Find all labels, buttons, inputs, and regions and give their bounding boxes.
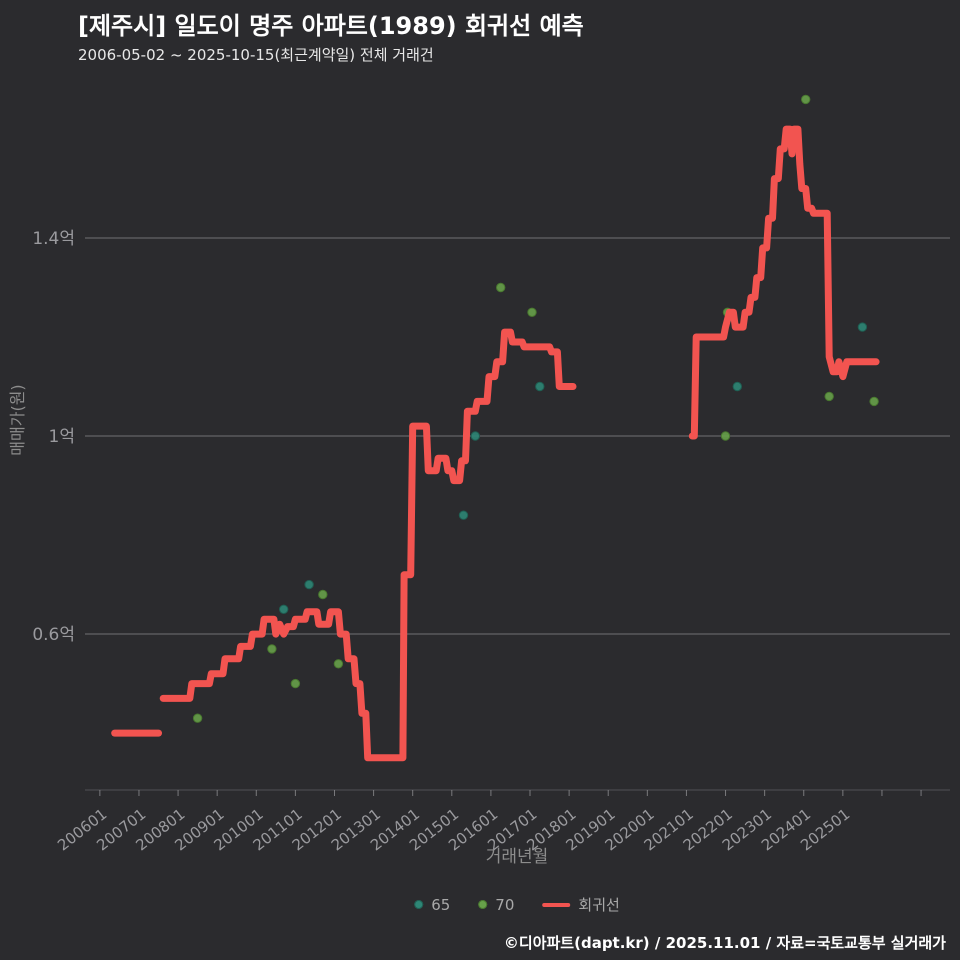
legend-item-regression: 회귀선 <box>542 894 620 915</box>
y-axis-label: 매매가(원) <box>8 384 27 456</box>
scatter-point-70 <box>720 431 731 441</box>
price-regression-chart: 0.6억1억1.4억200601200701200801200901201001… <box>32 94 950 854</box>
legend: 65 70 회귀선 <box>414 894 620 915</box>
scatter-point-70 <box>527 307 537 317</box>
scatter-point-65 <box>470 431 480 441</box>
regression-line <box>159 328 577 762</box>
footer-credit: ©디아파트(dapt.kr) / 2025.11.01 / 자료=국토교통부 실… <box>503 934 946 952</box>
y-tick-label: 1.4억 <box>32 229 75 249</box>
scatter-point-65 <box>458 510 469 520</box>
scatter-point-65 <box>304 579 314 590</box>
scatter-point-65 <box>279 604 289 614</box>
legend-label-65: 65 <box>431 895 451 914</box>
scatter-point-70 <box>824 391 834 402</box>
scatter-point-65 <box>535 381 545 392</box>
legend-label-70: 70 <box>495 895 515 914</box>
x-axis-label: 거래년월 <box>485 847 549 867</box>
legend-label-regression: 회귀선 <box>578 896 620 914</box>
regression-line <box>688 125 880 440</box>
series-65-marker-icon <box>414 900 424 909</box>
page-title: [제주시] 일도이 명주 아파트(1989) 회귀선 예측 <box>78 12 584 40</box>
series-70-marker-icon <box>478 900 488 909</box>
scatter-point-65 <box>732 381 742 392</box>
scatter-point-70 <box>318 589 328 600</box>
scatter-point-70 <box>192 713 203 723</box>
page-subtitle: 2006-05-02 ~ 2025-10-15(최근계약일) 전체 거래건 <box>78 46 434 64</box>
scatter-point-70 <box>496 282 506 293</box>
regression-line-marker-icon <box>542 902 571 907</box>
legend-item-65: 65 <box>414 896 450 914</box>
scatter-point-70 <box>801 94 811 105</box>
scatter-point-65 <box>857 322 868 332</box>
y-tick-label: 1억 <box>49 427 75 447</box>
y-tick-label: 0.6억 <box>32 625 75 645</box>
scatter-point-70 <box>267 644 277 654</box>
scatter-point-70 <box>290 678 301 689</box>
scatter-point-70 <box>333 659 344 669</box>
scatter-point-70 <box>869 396 879 407</box>
legend-item-70: 70 <box>478 896 514 914</box>
